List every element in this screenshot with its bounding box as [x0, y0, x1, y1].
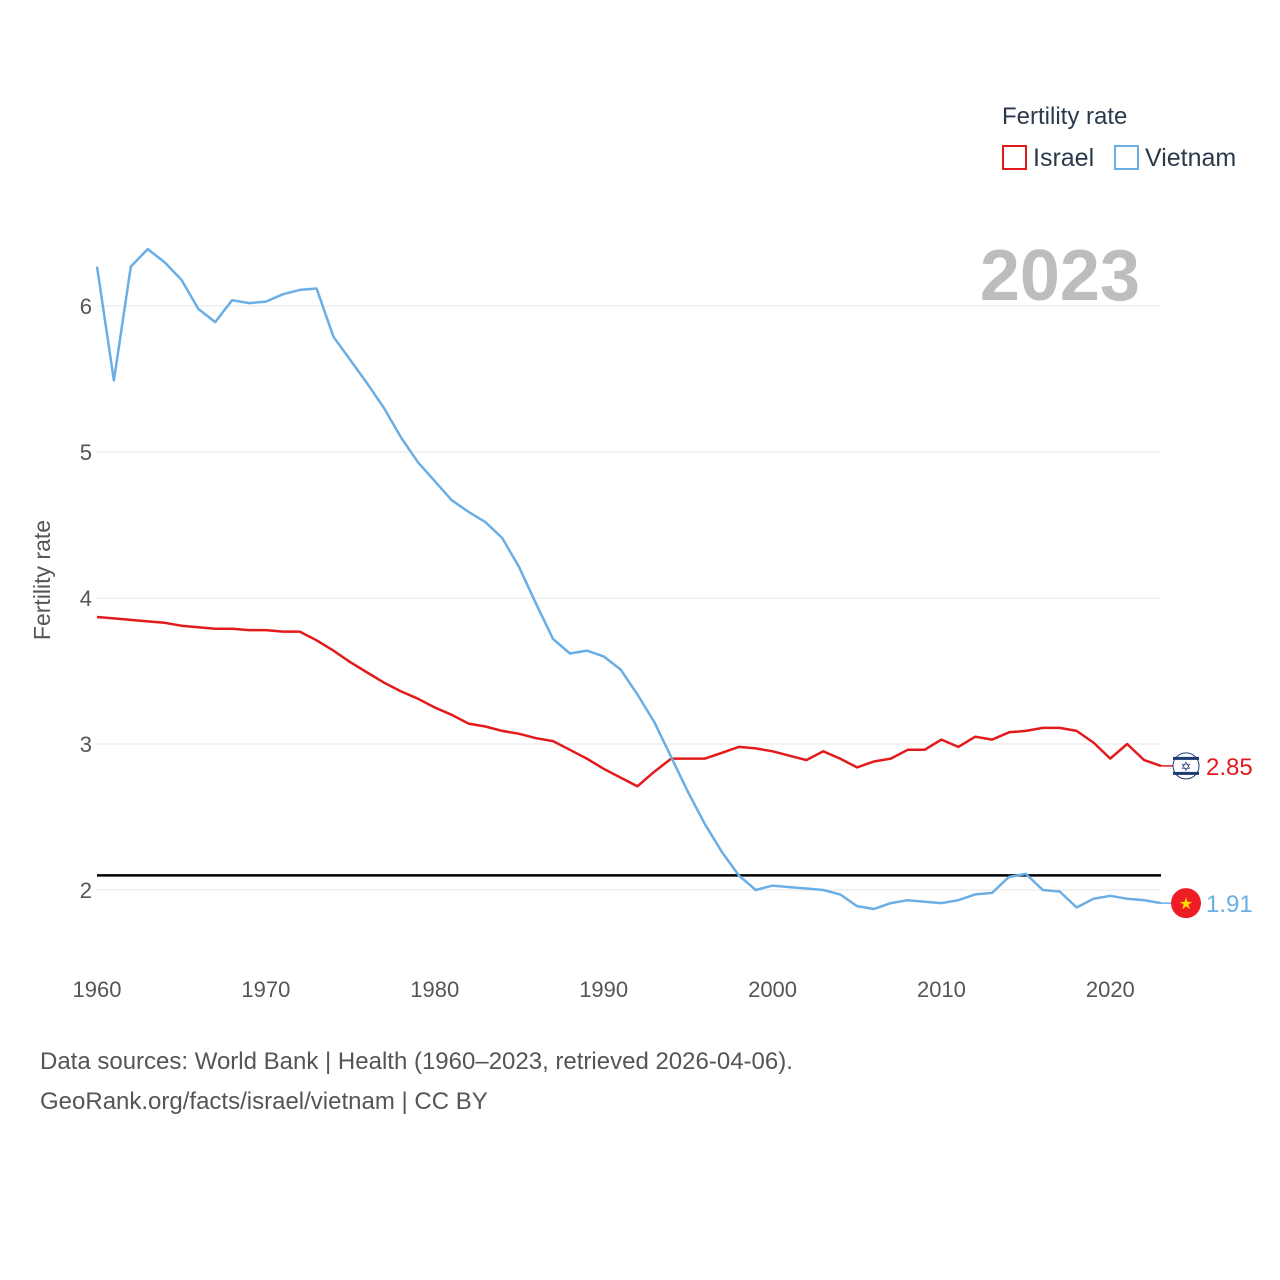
source-line: Data sources: World Bank | Health (1960–… — [40, 1048, 793, 1075]
legend-label-vietnam: Vietnam — [1145, 144, 1236, 172]
end-value-israel: 2.85 — [1206, 754, 1253, 781]
year-label: 2023 — [980, 236, 1140, 316]
legend-title: Fertility rate — [1002, 103, 1127, 130]
end-value-vietnam: 1.91 — [1206, 891, 1253, 918]
series-lines — [95, 247, 1173, 911]
y-tick-label-5: 5 — [80, 440, 92, 465]
x-tick-label-2010: 2010 — [917, 977, 966, 1002]
y-tick-label-6: 6 — [80, 294, 92, 319]
legend-item-vietnam[interactable]: Vietnam — [1114, 144, 1236, 172]
x-tick-label-2020: 2020 — [1086, 977, 1135, 1002]
y-tick-label-2: 2 — [80, 878, 92, 903]
gridlines — [97, 305, 1161, 891]
x-axis-ticks: 1960 1970 1980 1990 2000 2010 2020 — [73, 977, 1135, 1002]
x-tick-label-1970: 1970 — [241, 977, 290, 1002]
y-axis-ticks: 2 3 4 5 6 — [80, 294, 92, 903]
vietnam-flag-icon: ★ — [1171, 888, 1201, 919]
x-tick-label-1980: 1980 — [410, 977, 459, 1002]
legend-swatch-israel — [1002, 145, 1027, 170]
legend-swatch-vietnam — [1114, 145, 1139, 170]
data-source-footer: Data sources: World Bank | Health (1960–… — [40, 1042, 793, 1122]
x-tick-label-1960: 1960 — [73, 977, 122, 1002]
y-axis-label: Fertility rate — [29, 520, 55, 640]
x-tick-label-1990: 1990 — [579, 977, 628, 1002]
svg-text:★: ★ — [1179, 894, 1193, 913]
series-line-vietnam[interactable] — [95, 247, 1162, 911]
x-tick-label-2000: 2000 — [748, 977, 797, 1002]
license-line: GeoRank.org/facts/israel/vietnam | CC BY — [40, 1088, 488, 1115]
y-tick-label-3: 3 — [80, 732, 92, 757]
series-line-israel[interactable] — [96, 615, 1162, 788]
svg-text:✡: ✡ — [1181, 760, 1192, 775]
legend-item-israel[interactable]: Israel — [1002, 144, 1094, 172]
israel-flag-icon: ✡ — [1172, 752, 1200, 780]
end-markers: ✡ ★ 2.85 1.91 — [1171, 752, 1253, 919]
legend: Fertility rate Israel Vietnam — [1002, 103, 1236, 172]
y-tick-label-4: 4 — [80, 586, 92, 611]
legend-label-israel: Israel — [1033, 144, 1094, 172]
